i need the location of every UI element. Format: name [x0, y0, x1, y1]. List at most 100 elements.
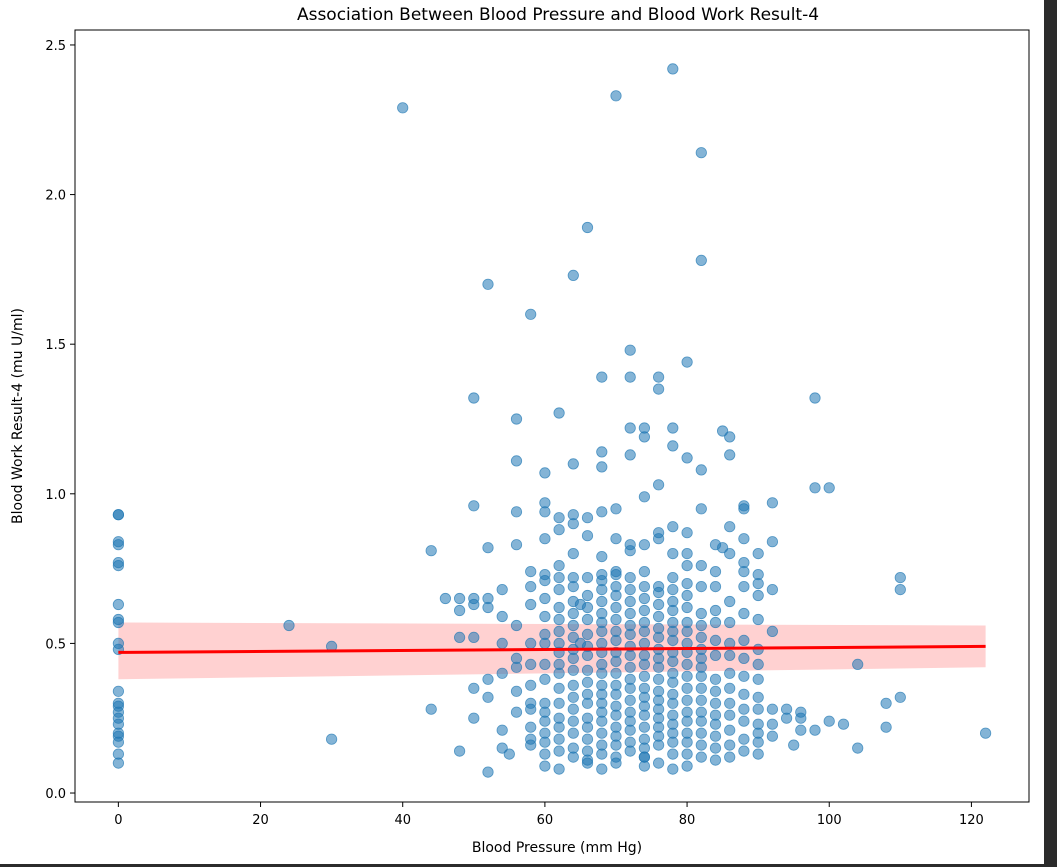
data-point: [610, 667, 622, 679]
data-point: [539, 727, 551, 739]
data-point: [979, 727, 992, 739]
data-point: [610, 503, 622, 515]
data-point: [468, 712, 480, 724]
data-point: [525, 637, 537, 650]
data-point: [738, 652, 750, 665]
data-point: [837, 718, 850, 730]
data-point: [425, 703, 437, 715]
data-point: [610, 601, 622, 614]
data-point: [667, 595, 679, 608]
data-point: [752, 547, 764, 560]
data-point: [667, 422, 679, 434]
data-point: [766, 497, 779, 509]
data-point: [624, 661, 636, 673]
regression-line: [118, 644, 986, 654]
data-point: [112, 556, 125, 569]
x-axis-label: Blood Pressure (mm Hg): [472, 840, 642, 856]
data-point: [624, 673, 636, 685]
data-point: [695, 619, 707, 632]
data-point: [766, 730, 779, 742]
data-point: [112, 536, 125, 548]
data-point: [525, 308, 537, 320]
y-tick-label: 0.5: [45, 637, 66, 652]
data-point: [695, 682, 707, 694]
data-point: [667, 521, 679, 533]
data-point: [112, 697, 125, 709]
data-point: [510, 539, 523, 551]
data-point: [453, 745, 466, 757]
data-point: [567, 715, 579, 727]
data-point: [752, 673, 764, 685]
data-point: [652, 598, 665, 611]
data-point: [525, 580, 537, 593]
data-point: [112, 613, 125, 626]
data-point: [709, 730, 722, 742]
data-point: [325, 733, 338, 745]
data-point: [681, 670, 693, 682]
data-point: [724, 616, 736, 629]
x-tick-label: 40: [394, 813, 411, 828]
data-point: [112, 598, 125, 611]
data-point: [709, 634, 722, 647]
data-point: [482, 592, 494, 605]
data-point: [596, 371, 608, 383]
data-point: [852, 742, 864, 754]
data-point: [468, 592, 480, 605]
data-point: [567, 727, 579, 739]
data-point: [638, 604, 651, 617]
data-point: [638, 565, 651, 578]
data-point: [652, 610, 665, 623]
data-point: [681, 589, 693, 602]
data-point: [766, 625, 779, 638]
data-point: [681, 682, 693, 694]
data-point: [624, 571, 636, 584]
data-point: [567, 547, 579, 560]
data-point: [596, 446, 608, 458]
data-point: [581, 512, 594, 524]
data-point: [738, 715, 750, 727]
data-point: [724, 431, 736, 443]
data-point: [766, 536, 779, 548]
data-point: [624, 694, 636, 706]
data-point: [553, 682, 565, 694]
data-point: [852, 658, 864, 671]
data-point: [112, 637, 125, 650]
data-point: [823, 715, 835, 727]
data-point: [553, 697, 565, 709]
data-point: [724, 449, 736, 461]
data-point: [567, 509, 579, 521]
data-point: [752, 658, 764, 671]
data-point: [112, 509, 125, 521]
data-point: [596, 461, 608, 473]
data-point: [581, 221, 594, 234]
data-point: [539, 697, 551, 709]
data-point: [695, 706, 707, 718]
data-point: [766, 583, 779, 596]
data-point: [553, 625, 565, 638]
data-point: [567, 742, 579, 754]
data-point: [752, 568, 764, 581]
data-point: [724, 595, 736, 608]
data-point: [667, 583, 679, 596]
data-point: [724, 709, 736, 721]
data-point: [510, 619, 523, 632]
data-point: [610, 721, 622, 733]
data-point: [539, 658, 551, 671]
data-point: [624, 607, 636, 620]
data-point: [695, 631, 707, 644]
data-point: [823, 482, 835, 494]
data-point: [681, 727, 693, 739]
data-point: [695, 254, 707, 266]
data-point: [724, 667, 736, 679]
window-edge: [1044, 0, 1057, 867]
data-point: [681, 694, 693, 706]
data-point: [596, 739, 608, 751]
data-point: [539, 673, 551, 685]
data-point: [709, 565, 722, 578]
data-point: [752, 718, 764, 730]
data-point: [596, 658, 608, 671]
data-point: [553, 712, 565, 724]
data-point: [638, 491, 651, 503]
